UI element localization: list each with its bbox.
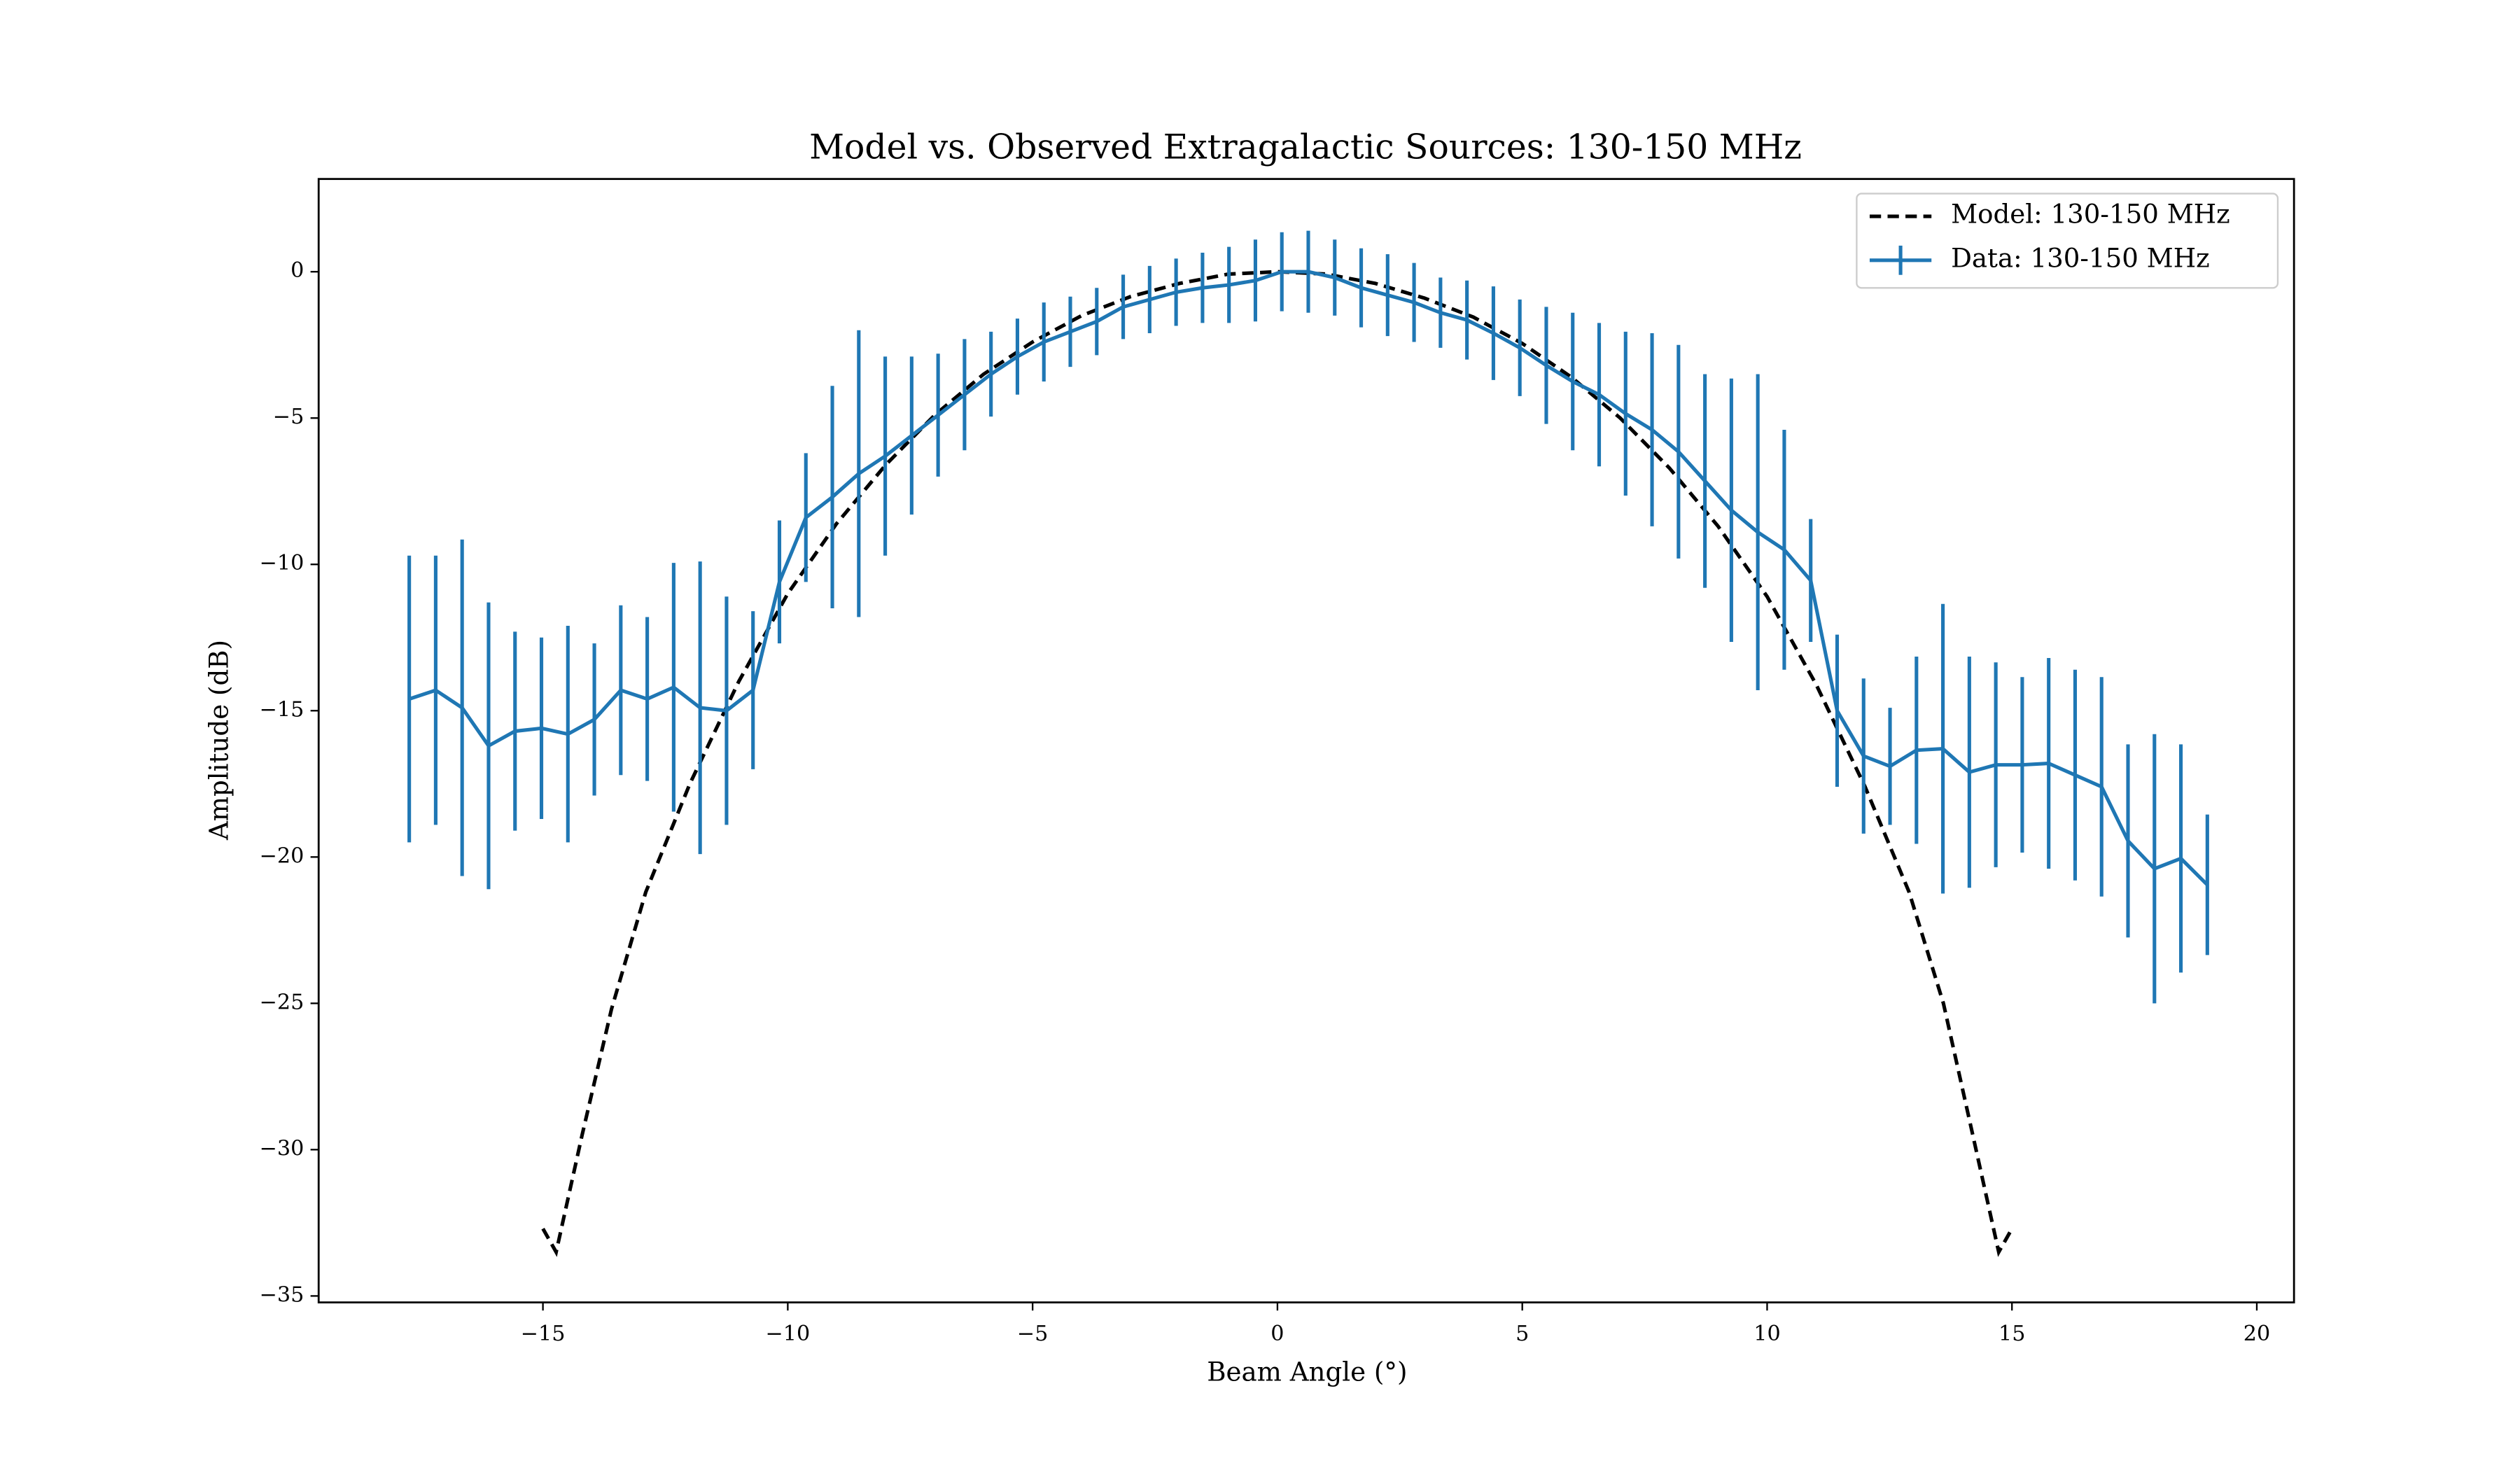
y-tick-label: −10 xyxy=(260,551,304,575)
x-axis-label: Beam Angle (°) xyxy=(1207,1357,1407,1387)
x-tick-label: −15 xyxy=(521,1322,566,1346)
y-tick-label: −5 xyxy=(273,405,304,429)
y-tick-label: −25 xyxy=(260,990,304,1014)
y-tick-label: −30 xyxy=(260,1136,304,1161)
x-tick-label: 0 xyxy=(1270,1322,1284,1346)
legend: Model: 130-150 MHz Data: 130-150 MHz xyxy=(1856,192,2279,289)
x-tick-label: 15 xyxy=(1998,1322,2025,1346)
x-tick-label: −5 xyxy=(1017,1322,1049,1346)
x-tick-label: 10 xyxy=(1754,1322,1780,1346)
y-tick-label: −35 xyxy=(260,1282,304,1307)
y-tick-label: −15 xyxy=(260,697,304,722)
x-tick-label: 20 xyxy=(2244,1322,2270,1346)
x-tick-label: −10 xyxy=(766,1322,811,1346)
legend-label: Model: 130-150 MHz xyxy=(1951,200,2230,230)
legend-frame xyxy=(1856,192,2279,289)
plot-area xyxy=(407,230,2209,1257)
y-axis-label: Amplitude (dB) xyxy=(204,640,234,841)
legend-label: Data: 130-150 MHz xyxy=(1951,243,2210,273)
series-line xyxy=(408,270,2209,886)
x-tick-label: 5 xyxy=(1516,1322,1529,1346)
series-line xyxy=(541,270,2014,1257)
chart-title: Model vs. Observed Extragalactic Sources… xyxy=(809,127,1802,167)
axes-frame xyxy=(317,178,2295,1303)
y-tick-label: 0 xyxy=(290,258,304,283)
y-tick-label: −20 xyxy=(260,844,304,868)
